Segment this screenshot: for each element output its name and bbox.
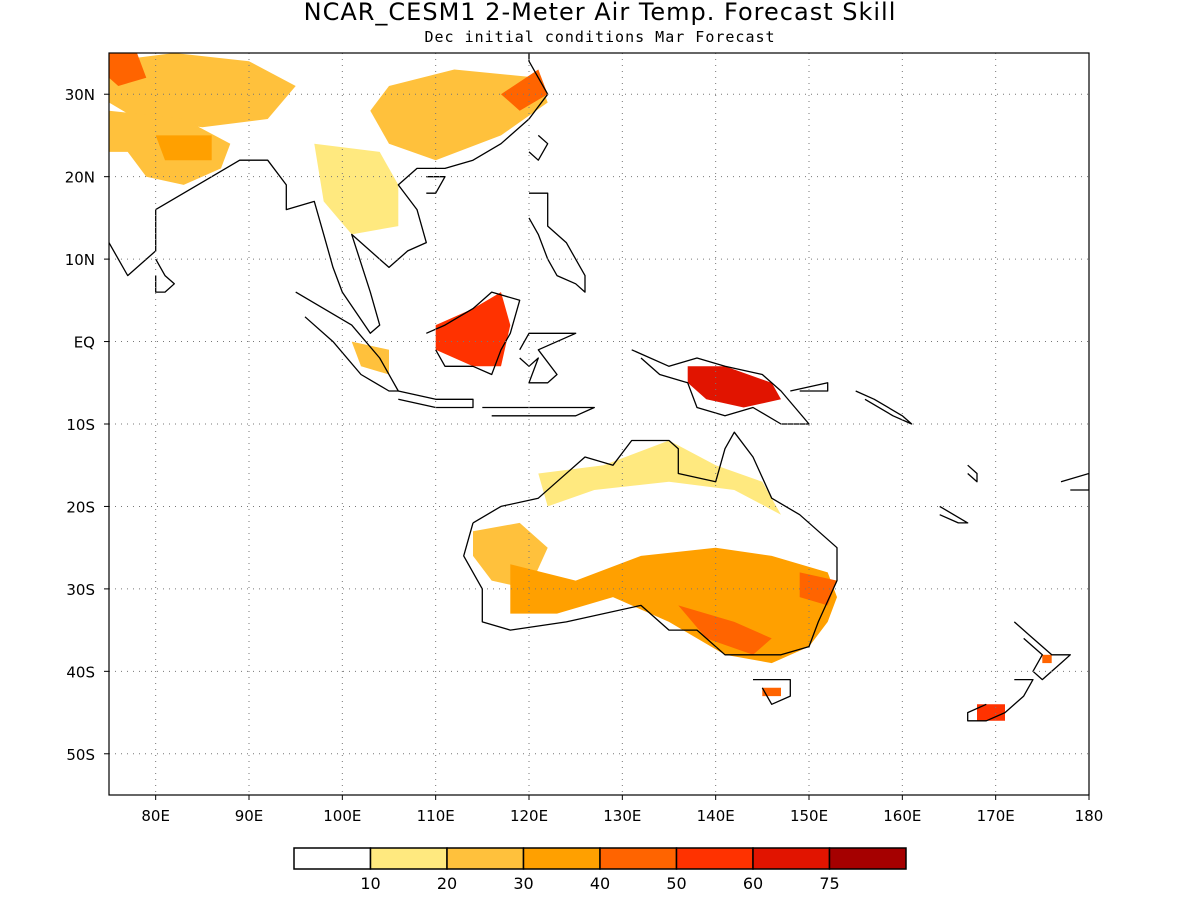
skill-region [687,366,781,408]
colorbar-label: 75 [819,874,839,893]
skill-region [762,687,781,697]
coastline [631,349,810,425]
coastline [426,176,446,194]
y-tick-label: 10S [66,416,95,434]
colorbar: 10 20 30 40 50 60 75 [293,847,907,893]
x-tick-label: 120E [510,807,548,825]
x-tick-label: 90E [235,807,264,825]
colorbar-swatch [599,847,678,870]
y-tick-label: EQ [74,334,95,352]
y-tick-label: 50S [66,746,95,764]
colorbar-label: 60 [743,874,763,893]
x-tick-label: 160E [883,807,921,825]
colorbar-swatch [369,847,448,870]
colorbar-label: 10 [360,874,380,893]
map-frame [108,52,1090,796]
x-tick-label: 150E [790,807,828,825]
x-tick-label: 110E [417,807,455,825]
coastline [155,258,175,293]
colorbar-swatch [752,847,831,870]
coastline [398,390,474,409]
x-tick-label: 130E [603,807,641,825]
colorbar-swatch [446,847,525,870]
coastline [463,431,838,656]
skill-region [1042,654,1052,664]
map-subtitle: Dec initial conditions Mar Forecast [424,28,776,46]
skill-region [977,704,1005,721]
coastline-layer [109,53,1089,722]
y-tick-label: 20N [65,169,95,187]
y-tick-label: 30N [65,86,95,104]
coastline [295,291,399,392]
colorbar-swatch [828,847,907,870]
y-tick-label: 30S [66,581,95,599]
skill-region [501,69,548,111]
skill-region [109,53,147,86]
colorbar-swatch [522,847,601,870]
graticule-layer [109,53,1089,795]
coastline [426,291,521,376]
coastline [753,678,791,705]
coastline [967,678,1034,722]
skill-shading-layer [109,53,1052,721]
colorbar-swatch [675,847,754,870]
skill-region [510,547,837,664]
colorbar-label: 30 [513,874,533,893]
x-tick-label: 170E [977,807,1015,825]
skill-region [799,572,837,606]
coastline [519,332,577,384]
map-title: NCAR_CESM1 2-Meter Air Temp. Forecast Sk… [303,0,897,26]
coastline [1060,472,1089,491]
skill-region [314,143,399,235]
skill-region [370,69,548,161]
coastline [109,53,549,334]
x-tick-label: 140E [697,807,735,825]
colorbar-label: 50 [666,874,686,893]
x-tick-label: 80E [141,807,170,825]
skill-region [435,292,511,367]
skill-region [678,605,772,655]
y-tick-label: 10N [65,251,95,269]
coastline [855,390,913,425]
coastline [939,505,969,524]
axis-ticks: 80E 90E 100E 110E 120E 130E 140E 150E 160E 170E 18… [65,86,1104,825]
coastline [482,406,595,417]
coastline [528,134,549,161]
y-tick-label: 20S [66,498,95,516]
skill-region [351,341,389,375]
x-tick-label: 180 [1075,807,1104,825]
coastline [967,464,978,483]
coastline [528,192,586,293]
colorbar-swatch [293,847,372,870]
coastline [790,382,829,392]
colorbar-label: 20 [437,874,457,893]
coastline [1013,621,1071,681]
colorbar-label: 40 [590,874,610,893]
skill-region [155,135,212,161]
x-tick-label: 100E [323,807,361,825]
skill-region [538,440,781,515]
y-tick-label: 40S [66,663,95,681]
